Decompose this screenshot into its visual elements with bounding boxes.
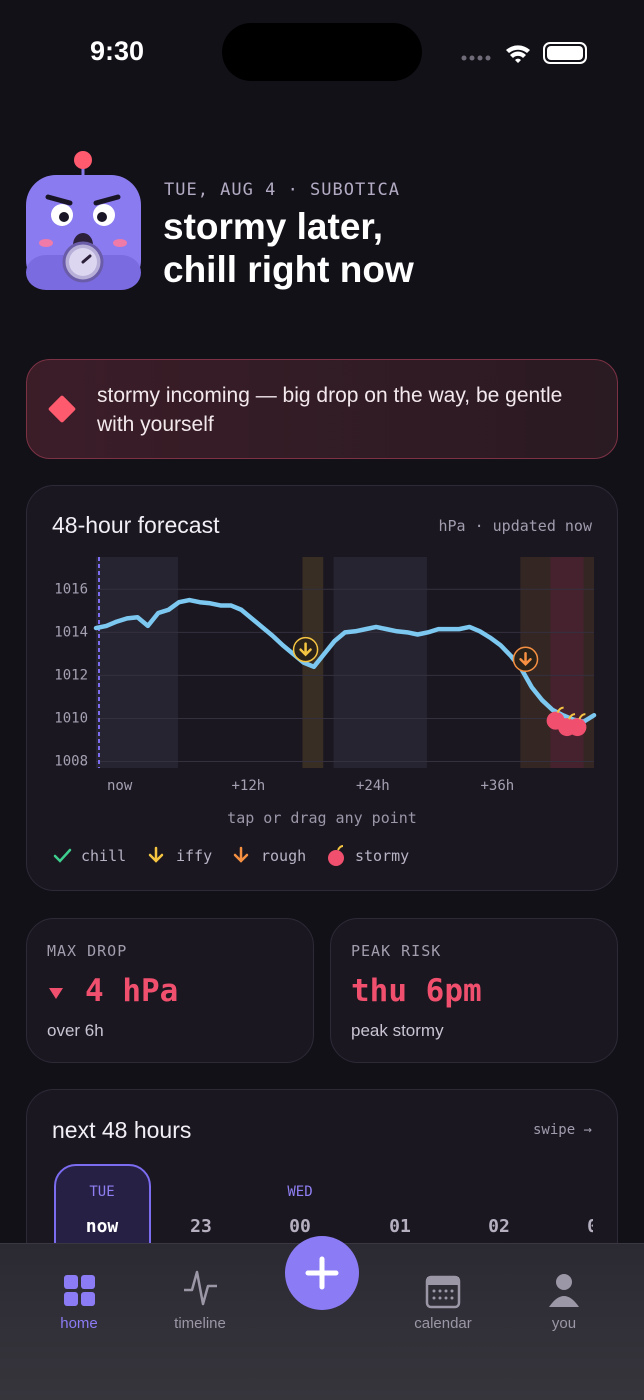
mascot [26,151,141,290]
shaded-range [302,557,324,768]
shaded-range [96,557,178,768]
nav-label[interactable]: home [60,1315,98,1332]
status-icons [461,42,587,64]
hour-day: TUE [89,1184,115,1200]
nav-label[interactable]: you [551,1315,577,1332]
y-tick-label: 1008 [54,754,88,770]
hour-label[interactable]: 00 [289,1216,311,1237]
x-tick-label: +36h [481,778,515,794]
hour-strip: TUE now 23 WED 00 01 02 03 [30,1150,593,1250]
header-title: chill right now [163,249,414,290]
marker-fuse [578,713,586,720]
legend-label: stormy [355,847,410,865]
hour-label[interactable]: now [85,1216,119,1237]
risk-marker [512,646,539,673]
y-tick-label: 1014 [54,624,88,640]
hours-swipe[interactable]: swipe → [532,1122,592,1138]
x-tick-label: now [107,778,133,794]
risk-marker [568,713,587,737]
header-date: TUE, AUG 4 · SUBOTICA [164,180,400,200]
shaded-range [550,557,584,768]
forecast-title: 48-hour forecast [52,512,220,538]
marker-bomb [568,718,587,737]
stat-note: peak stormy [351,1021,444,1040]
y-tick-label: 1016 [54,581,88,597]
shaded-range [333,557,427,768]
x-tick-label: +12h [232,778,266,794]
y-tick-label: 1012 [54,667,88,683]
marker-fuse [556,706,564,714]
hours-title: next 48 hours [52,1117,192,1143]
hour-label[interactable]: 01 [389,1216,411,1237]
stat-card [26,918,314,1063]
marker-arrow [299,642,312,657]
nav-icons [64,1236,579,1310]
status-time: 9:30 [90,36,145,66]
header-title: stormy later, [163,206,384,247]
drop-icon [49,988,63,999]
forecast-meta: hPa · updated now [438,517,592,535]
pressure-line [93,597,597,724]
legend-label: chill [81,847,127,865]
nav-label[interactable]: calendar [414,1315,472,1332]
stat-note: over 6h [47,1021,104,1040]
hour-label[interactable]: 03 [587,1216,593,1237]
stat-value: thu 6pm [351,973,482,1009]
legend-label: iffy [176,847,213,865]
legend-label: rough [261,847,307,865]
chart-hint: tap or drag any point [227,809,417,827]
y-tick-label: 1010 [54,710,88,726]
hour-label[interactable]: 23 [190,1216,212,1237]
hour-day: WED [287,1184,313,1200]
legend-icons [53,845,344,866]
alert-icon [48,395,76,423]
x-tick-label: +24h [356,778,390,794]
dynamic-island [222,23,422,81]
stat-label: PEAK RISK [351,942,442,960]
nav-label[interactable]: timeline [174,1315,226,1332]
alert-text: stormy incoming — big drop on the way, b… [97,384,563,436]
alert-banner [26,359,618,459]
stat-value: 4 hPa [85,973,179,1009]
risk-marker [292,636,319,663]
marker-arrow [519,652,532,667]
marker-fuse [568,713,576,720]
hour-label[interactable]: 02 [488,1216,510,1237]
forecast-chart: 1008 1010 1012 1014 1016 now +12h +24h +36h [54,557,597,794]
stat-label: MAX DROP [47,942,128,960]
stat-card [330,918,618,1063]
